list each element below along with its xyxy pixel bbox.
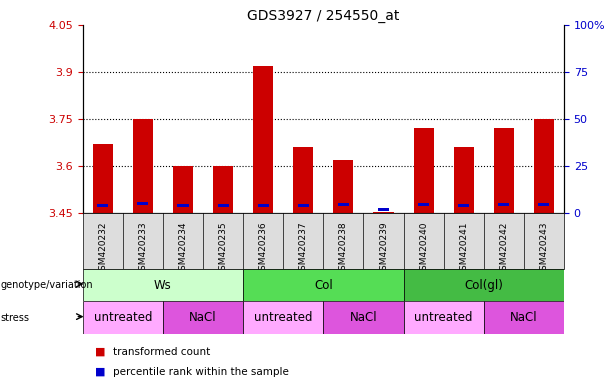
Title: GDS3927 / 254550_at: GDS3927 / 254550_at <box>247 8 400 23</box>
Bar <box>403 301 484 334</box>
Bar <box>324 301 403 334</box>
Text: GSM420243: GSM420243 <box>539 222 549 276</box>
Text: GSM420238: GSM420238 <box>339 222 348 276</box>
Bar <box>414 128 433 213</box>
Bar <box>178 204 189 207</box>
Bar <box>293 147 313 213</box>
Text: untreated: untreated <box>254 311 313 324</box>
Text: percentile rank within the sample: percentile rank within the sample <box>113 366 289 377</box>
Bar <box>484 301 564 334</box>
Bar <box>494 128 514 213</box>
Bar <box>163 301 243 334</box>
Bar <box>338 203 349 206</box>
Text: GSM420240: GSM420240 <box>419 222 428 276</box>
Bar <box>253 66 273 213</box>
Text: stress: stress <box>1 313 29 323</box>
Bar <box>83 269 243 301</box>
Text: Ws: Ws <box>154 279 172 291</box>
Bar <box>173 166 193 213</box>
Bar <box>137 202 148 205</box>
Text: ■: ■ <box>95 366 105 377</box>
Bar <box>498 203 509 206</box>
Text: Col(gl): Col(gl) <box>464 279 503 291</box>
Bar <box>97 204 109 207</box>
Bar <box>83 301 163 334</box>
Bar <box>218 204 229 207</box>
Bar <box>378 208 389 211</box>
Bar <box>333 160 354 213</box>
Bar <box>534 119 554 213</box>
Bar <box>418 203 429 206</box>
Text: transformed count: transformed count <box>113 346 211 357</box>
Bar <box>257 204 268 207</box>
Text: GSM420241: GSM420241 <box>459 222 468 276</box>
Bar <box>403 269 564 301</box>
Text: GSM420237: GSM420237 <box>299 222 308 276</box>
Bar <box>298 204 309 207</box>
Bar <box>373 212 394 213</box>
Text: NaCl: NaCl <box>189 311 217 324</box>
Text: GSM420234: GSM420234 <box>178 222 188 276</box>
Text: GSM420239: GSM420239 <box>379 222 388 276</box>
Bar <box>213 166 233 213</box>
Bar <box>454 147 474 213</box>
Text: GSM420242: GSM420242 <box>500 222 508 276</box>
Text: ■: ■ <box>95 346 105 357</box>
Bar <box>243 269 403 301</box>
Bar <box>458 204 469 207</box>
Text: GSM420233: GSM420233 <box>139 222 147 276</box>
Text: Col: Col <box>314 279 333 291</box>
Text: NaCl: NaCl <box>510 311 538 324</box>
Bar <box>93 144 113 213</box>
Bar <box>133 119 153 213</box>
Text: GSM420235: GSM420235 <box>219 222 227 276</box>
Bar <box>538 203 549 206</box>
Text: GSM420236: GSM420236 <box>259 222 268 276</box>
Text: untreated: untreated <box>414 311 473 324</box>
Text: GSM420232: GSM420232 <box>98 222 107 276</box>
Text: genotype/variation: genotype/variation <box>1 280 93 290</box>
Bar <box>243 301 324 334</box>
Text: untreated: untreated <box>94 311 152 324</box>
Text: NaCl: NaCl <box>349 311 377 324</box>
